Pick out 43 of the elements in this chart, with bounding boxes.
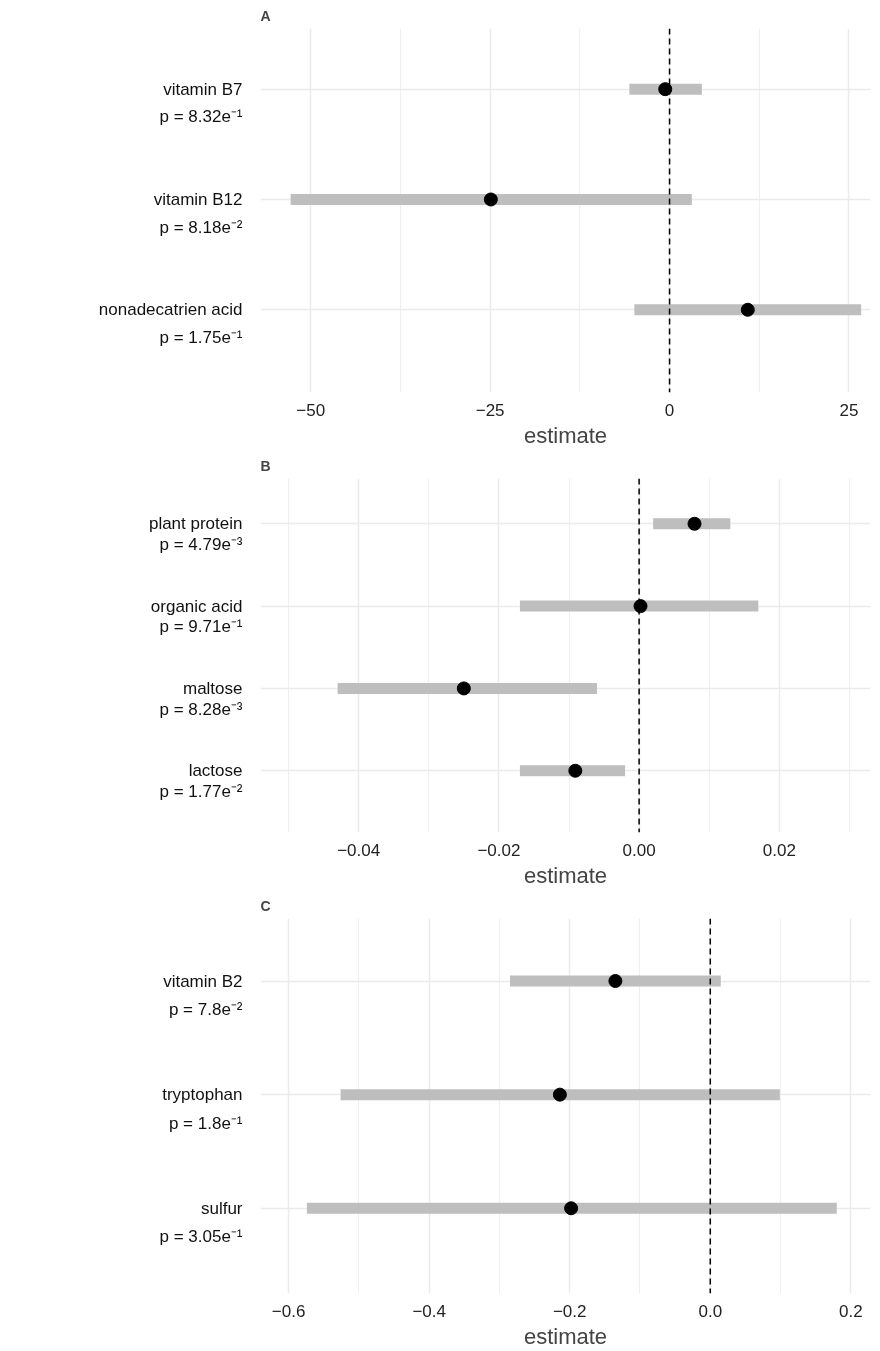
y-tick-label: lactose xyxy=(188,761,243,781)
text: p = 7.8e⁻² xyxy=(168,999,243,1019)
y-tick-label: maltose xyxy=(182,678,243,698)
text: p = 1.77e⁻² xyxy=(159,781,243,801)
y-tick-label: vitamin B7 xyxy=(163,79,243,99)
x-tick-label: 0.2 xyxy=(839,1301,863,1321)
chart-title: B xyxy=(260,457,271,474)
x-tick-label: −0.04 xyxy=(337,840,381,860)
y-tick-label: vitamin B2 xyxy=(163,971,243,991)
text: p = 8.18e⁻² xyxy=(159,217,243,237)
y-tick-label: organic acid xyxy=(150,596,243,616)
point xyxy=(687,516,702,531)
x-tick-label: −25 xyxy=(475,400,505,420)
chart-title: C xyxy=(260,897,271,914)
point xyxy=(633,599,648,614)
x-axis-title: estimate xyxy=(523,862,608,888)
x-tick-label: 0.00 xyxy=(622,840,656,860)
y-tick-label: vitamin B12 xyxy=(153,189,243,209)
x-axis-title: estimate xyxy=(523,1323,608,1349)
point xyxy=(456,681,471,696)
y-tick-label: tryptophan xyxy=(162,1085,243,1105)
text: p = 9.71e⁻¹ xyxy=(159,617,243,637)
x-axis-title: estimate xyxy=(523,422,608,448)
text: p = 8.28e⁻³ xyxy=(159,699,243,719)
x-tick-label: 0.02 xyxy=(762,840,796,860)
y-tick-label: plant protein xyxy=(148,514,243,534)
y-tick-label: nonadecatrien acid xyxy=(98,300,243,320)
x-tick-label: −50 xyxy=(296,400,326,420)
x-tick-label: −0.6 xyxy=(271,1301,306,1321)
y-tick-label: sulfur xyxy=(200,1198,243,1218)
point xyxy=(568,763,583,778)
text: p = 4.79e⁻³ xyxy=(159,534,243,554)
x-tick-label: 0 xyxy=(664,400,675,420)
x-tick-label: −0.02 xyxy=(477,840,521,860)
chart-title: A xyxy=(260,7,271,24)
text: p = 8.32e⁻¹ xyxy=(159,107,243,127)
text: p = 3.05e⁻¹ xyxy=(159,1227,243,1247)
x-tick-label: −0.4 xyxy=(412,1301,446,1321)
x-tick-label: −0.2 xyxy=(552,1301,587,1321)
x-tick-label: 0.0 xyxy=(698,1301,723,1321)
x-tick-label: 25 xyxy=(839,400,859,420)
text: p = 1.75e⁻¹ xyxy=(159,327,243,347)
text: p = 1.8e⁻¹ xyxy=(168,1113,243,1133)
